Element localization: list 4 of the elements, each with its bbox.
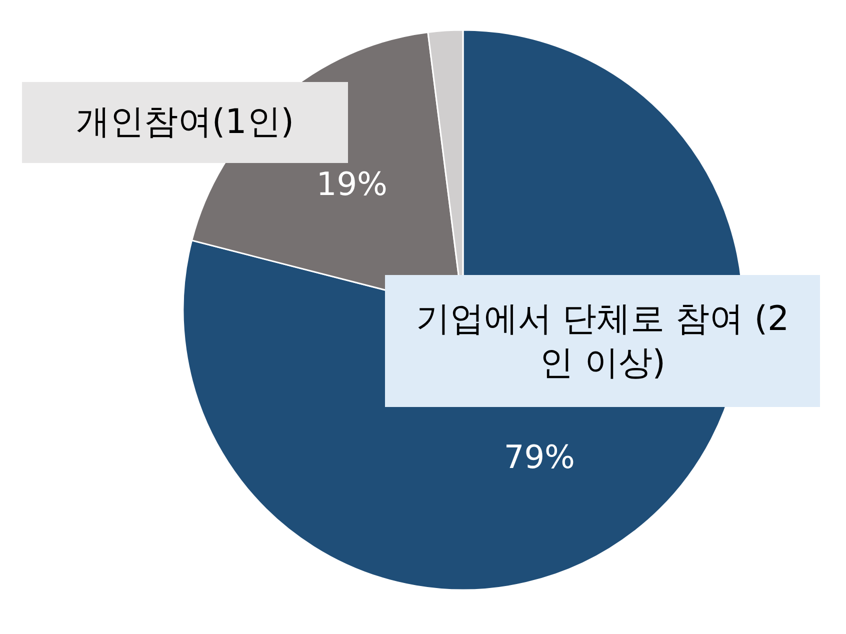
slice-label: 개인참여(1인) [22, 82, 348, 163]
data-label: 79% [504, 438, 575, 476]
slice-label: 기업에서 단체로 참여 (2인 이상) [385, 275, 820, 407]
data-label: 19% [316, 164, 388, 203]
